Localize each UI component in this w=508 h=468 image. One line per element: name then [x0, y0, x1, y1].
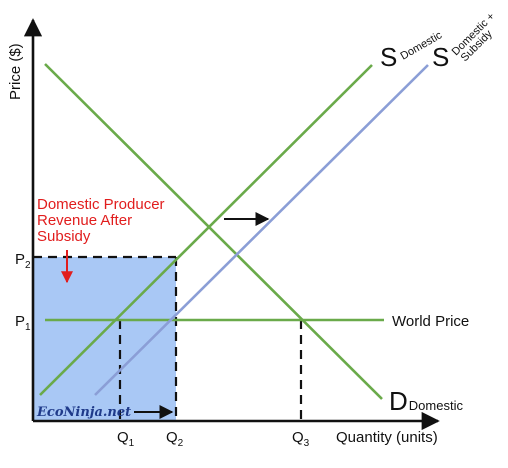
y-tick-p1: P1	[15, 313, 31, 333]
x-tick-q3: Q3	[292, 429, 310, 449]
annotation-line-1: Domestic Producer	[37, 196, 165, 213]
y-axis-label: Price ($)	[7, 43, 24, 100]
supply-subsidy-curve	[95, 65, 428, 395]
y-tick-p2: P2	[15, 251, 31, 271]
supply-subsidy-label: S	[432, 42, 449, 72]
annotation-line-3: Subsidy	[37, 228, 91, 245]
world-price-label: World Price	[392, 313, 469, 330]
x-axis-label: Quantity (units)	[336, 429, 438, 446]
x-tick-q1: Q1	[117, 429, 135, 449]
demand-label: DDomestic	[389, 386, 463, 416]
supply-domestic-label: S	[380, 42, 397, 72]
x-tick-q2: Q2	[166, 429, 184, 449]
econinja-watermark: EcoNinja.net	[36, 405, 131, 420]
annotation-line-2: Revenue After	[37, 212, 132, 229]
